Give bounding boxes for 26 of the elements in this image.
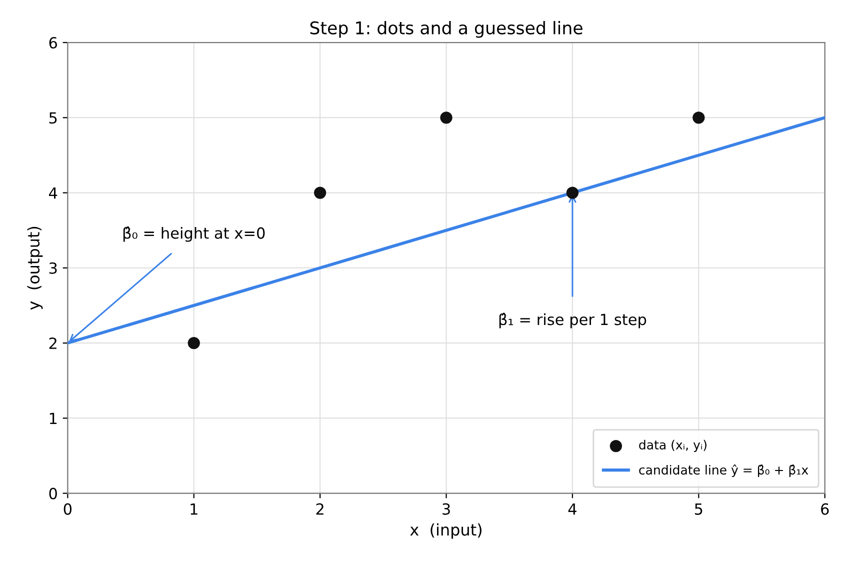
x-tick-label: 6: [821, 503, 829, 515]
annotation: β̂₁ = rise per 1 step: [499, 312, 646, 328]
point: [440, 112, 452, 124]
y-tick-label: 6: [49, 36, 57, 49]
x-tick-label: 0: [64, 503, 72, 515]
x-axis-title: x (input): [410, 523, 482, 539]
point: [188, 336, 200, 350]
x-tick-label: 5: [694, 503, 702, 515]
x-tick-label: 1: [190, 503, 198, 515]
y-tick-label: 4: [48, 187, 58, 199]
y-tick-label: 0: [49, 488, 57, 500]
y-tick-label: 5: [49, 112, 57, 124]
point: [566, 186, 579, 199]
point: [692, 112, 705, 124]
y-tick-label: 3: [49, 262, 57, 274]
x-tick-label: 2: [316, 503, 324, 515]
x-tick-label: 4: [568, 503, 576, 515]
chart-title: Step 1: dots and a guessed line: [310, 21, 582, 38]
annotation: β̂₀ = height at x=0: [123, 226, 265, 242]
y-tick-label: 1: [50, 412, 57, 424]
point: [314, 186, 326, 199]
legend-label: data (xᵢ, yᵢ): [639, 440, 706, 452]
legend-label: candidate line ŷ = β̂₀ + β̂₁x: [639, 464, 808, 478]
y-axis-title: y (output): [27, 226, 43, 310]
x-tick-label: 3: [442, 503, 450, 515]
y-tick-label: 2: [49, 338, 56, 349]
